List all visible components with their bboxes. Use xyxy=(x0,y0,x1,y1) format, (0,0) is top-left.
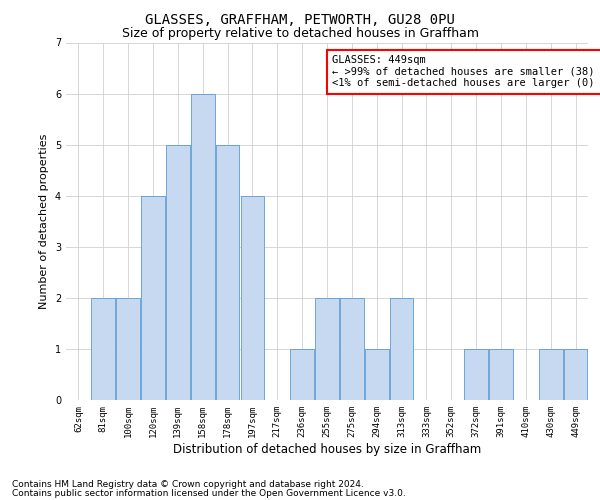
Text: Contains public sector information licensed under the Open Government Licence v3: Contains public sector information licen… xyxy=(12,490,406,498)
X-axis label: Distribution of detached houses by size in Graffham: Distribution of detached houses by size … xyxy=(173,442,481,456)
Text: Contains HM Land Registry data © Crown copyright and database right 2024.: Contains HM Land Registry data © Crown c… xyxy=(12,480,364,489)
Bar xyxy=(116,298,140,400)
Y-axis label: Number of detached properties: Number of detached properties xyxy=(40,134,49,309)
Bar xyxy=(241,196,264,400)
Bar xyxy=(91,298,115,400)
Bar xyxy=(464,349,488,400)
Bar xyxy=(365,349,389,400)
Text: GLASSES: 449sqm
← >99% of detached houses are smaller (38)
<1% of semi-detached : GLASSES: 449sqm ← >99% of detached house… xyxy=(332,56,600,88)
Bar xyxy=(315,298,339,400)
Bar xyxy=(564,349,587,400)
Bar xyxy=(141,196,165,400)
Bar xyxy=(290,349,314,400)
Bar xyxy=(390,298,413,400)
Bar xyxy=(340,298,364,400)
Text: GLASSES, GRAFFHAM, PETWORTH, GU28 0PU: GLASSES, GRAFFHAM, PETWORTH, GU28 0PU xyxy=(145,12,455,26)
Bar xyxy=(191,94,215,400)
Bar xyxy=(489,349,513,400)
Bar xyxy=(216,144,239,400)
Bar xyxy=(166,144,190,400)
Bar xyxy=(539,349,563,400)
Text: Size of property relative to detached houses in Graffham: Size of property relative to detached ho… xyxy=(121,28,479,40)
